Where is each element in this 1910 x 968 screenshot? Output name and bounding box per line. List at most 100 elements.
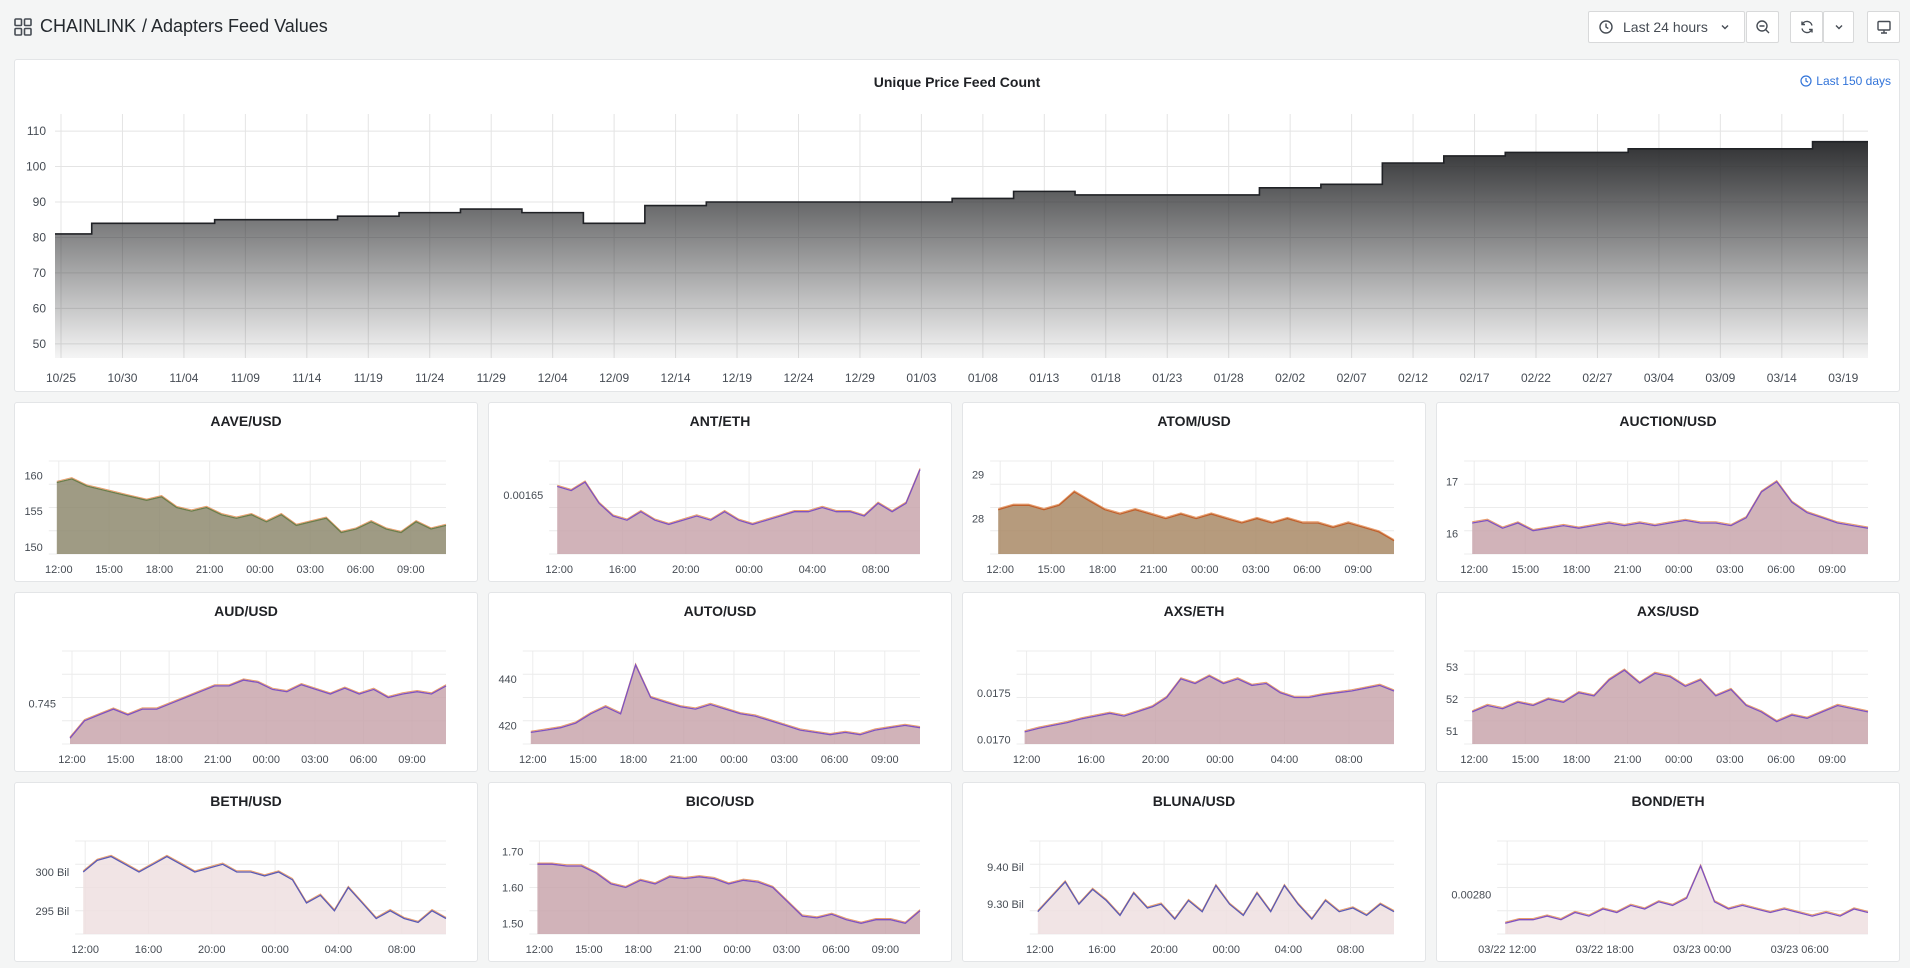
dashboards-grid-icon[interactable] (14, 18, 32, 36)
series-area (70, 680, 446, 744)
panel-title[interactable]: BETH/USD (210, 793, 282, 809)
x-tick-label: 12:00 (1460, 564, 1488, 576)
panel-title[interactable]: AUD/USD (214, 603, 278, 619)
zoom-out-button[interactable] (1746, 11, 1779, 43)
time-range-picker[interactable]: Last 24 hours (1588, 11, 1745, 43)
panel-title[interactable]: ATOM/USD (1157, 413, 1231, 429)
breadcrumb-folder[interactable]: CHAINLINK (40, 16, 137, 36)
panel-title[interactable]: BICO/USD (685, 793, 755, 809)
x-tick-label: 02/02 (1275, 371, 1305, 385)
x-tick-label: 01/23 (1152, 371, 1182, 385)
x-tick-label: 03:00 (296, 564, 324, 576)
panel-chart[interactable]: 150 155 160 12:00 15:00 18:00 21:00 00:00 03:00 0… (15, 403, 478, 582)
panel-chart[interactable]: 9.30 Bil 9.40 Bil 12:00 16:00 20:00 00:00 04:0… (963, 783, 1426, 962)
zoom-out-icon (1755, 20, 1769, 34)
time-range-label: Last 24 hours (1623, 19, 1708, 35)
panel-axs-usd: AXS/USD 51 52 53 12:00 15:00 18:00 21:00 00:00 03… (1436, 592, 1900, 772)
y-tick-label: 28 (972, 514, 984, 526)
x-tick-label: 18:00 (146, 564, 174, 576)
x-tick-label: 18:00 (155, 754, 183, 766)
series-line-secondary (557, 468, 921, 524)
x-tick-label: 16:00 (1088, 944, 1116, 956)
refresh-button[interactable] (1790, 11, 1823, 43)
panel-chart[interactable]: 295 Bil 300 Bil 12:00 16:00 20:00 00:00 04:00 0… (15, 783, 478, 962)
tv-mode-button[interactable] (1867, 11, 1900, 43)
panel-title[interactable]: BLUNA/USD (1152, 793, 1236, 809)
x-tick-label: 12/14 (661, 371, 691, 385)
panel-title[interactable]: AUTO/USD (683, 603, 757, 619)
panel-chart[interactable]: 0.745 12:00 15:00 18:00 21:00 00:00 03:00 06:00… (15, 593, 478, 772)
series-area (1472, 670, 1868, 744)
panel-chart[interactable]: 28 29 12:00 15:00 18:00 21:00 00:00 03:00 06:00 0… (963, 403, 1426, 582)
x-tick-label: 21:00 (196, 564, 224, 576)
series-line (1472, 480, 1869, 532)
x-tick-label: 03:00 (773, 944, 801, 956)
panel-chart[interactable]: 420 440 12:00 15:00 18:00 21:00 00:00 03:00 06:0… (489, 593, 952, 772)
x-tick-label: 12:00 (526, 944, 554, 956)
y-tick-label: 300 Bil (36, 867, 70, 879)
panel-chart[interactable]: 1.50 1.60 1.70 12:00 15:00 18:00 21:00 00:00 03:… (489, 783, 952, 962)
panel-title[interactable]: AUCTION/USD (1619, 413, 1717, 429)
panel-title[interactable]: AXS/ETH (1163, 603, 1225, 619)
panel-chart[interactable]: 0.00280 03/22 12:00 03/22 18:00 03/23 00:00… (1437, 783, 1900, 962)
panel-chart[interactable]: 0.0170 0.0175 12:00 16:00 20:00 00:00 04:00 08:… (963, 593, 1426, 772)
x-tick-label: 02/17 (1460, 371, 1490, 385)
series-area (530, 665, 920, 744)
x-tick-label: 06:00 (347, 564, 375, 576)
series-line (537, 863, 921, 925)
x-tick-label: 12:00 (519, 754, 547, 766)
panel-auction-usd: AUCTION/USD 16 17 12:00 15:00 18:00 21:00 00:00… (1436, 402, 1900, 582)
x-tick-label: 00:00 (720, 754, 748, 766)
x-tick-label: 00:00 (723, 944, 751, 956)
x-tick-label: 09:00 (1344, 564, 1372, 576)
x-tick-label: 15:00 (95, 564, 123, 576)
panel-title[interactable]: ANT/ETH (689, 413, 751, 429)
x-tick-label: 09:00 (872, 944, 900, 956)
panel-title[interactable]: AXS/USD (1636, 603, 1700, 619)
panel-title[interactable]: Unique Price Feed Count (873, 74, 1041, 90)
panel-unique-price-feed-count: Unique Price Feed Count Last 150 days 50… (14, 59, 1900, 392)
x-tick-label: 08:00 (1337, 944, 1365, 956)
panel-atom-usd: ATOM/USD 28 29 12:00 15:00 18:00 21:00 00:00 03:… (962, 402, 1426, 582)
series-area (56, 478, 447, 554)
panel-chart[interactable]: 51 52 53 12:00 15:00 18:00 21:00 00:00 03:00 06:0… (1437, 593, 1900, 772)
x-tick-label: 21:00 (204, 754, 232, 766)
x-tick-label: 03/22 12:00 (1478, 944, 1536, 956)
x-tick-label: 08:00 (862, 564, 890, 576)
x-tick-label: 18:00 (1563, 564, 1591, 576)
x-tick-label: 12/29 (845, 371, 875, 385)
x-tick-label: 20:00 (198, 944, 226, 956)
y-tick-label: 160 (24, 470, 42, 482)
x-tick-label: 02/27 (1582, 371, 1612, 385)
panel-chart[interactable]: 16 17 12:00 15:00 18:00 21:00 00:00 03:00 06:00 0… (1437, 403, 1900, 582)
x-tick-label: 03:00 (1716, 564, 1744, 576)
x-tick-label: 21:00 (1140, 564, 1168, 576)
x-tick-label: 15:00 (1512, 754, 1540, 766)
refresh-interval-dropdown[interactable] (1823, 11, 1854, 43)
series-area (55, 141, 1868, 358)
main-chart[interactable]: 50 60 70 80 90 100 110 10/25 10/30 11/04 11/09 11/1… (15, 60, 1900, 392)
x-tick-label: 09:00 (398, 754, 426, 766)
x-tick-label: 21:00 (674, 944, 702, 956)
x-tick-label: 09:00 (871, 754, 899, 766)
series-line-secondary (530, 662, 921, 735)
panel-chart[interactable]: 0.00165 12:00 16:00 20:00 00:00 04:00 08:00 (489, 403, 952, 582)
panel-ant-eth: ANT/ETH 0.00165 12:00 16:00 20:00 00:00 04:00 0… (488, 402, 952, 582)
dashboard-title[interactable]: / Adapters Feed Values (142, 16, 328, 36)
x-tick-label: 18:00 (1089, 564, 1117, 576)
panel-title[interactable]: AAVE/USD (210, 413, 282, 429)
x-tick-label: 12/09 (599, 371, 629, 385)
panel-title[interactable]: BOND/ETH (1631, 793, 1705, 809)
clock-icon (1599, 20, 1613, 34)
x-tick-label: 12:00 (1026, 944, 1054, 956)
y-tick-label: 50 (33, 337, 47, 351)
y-tick-label: 60 (33, 301, 47, 315)
x-tick-label: 20:00 (672, 564, 700, 576)
panel-auto-usd: AUTO/USD 420 440 12:00 15:00 18:00 21:00 00:00 0… (488, 592, 952, 772)
refresh-icon (1800, 20, 1813, 34)
x-tick-label: 03/14 (1767, 371, 1797, 385)
y-tick-label: 1.70 (502, 847, 523, 859)
x-tick-label: 00:00 (1665, 754, 1693, 766)
x-tick-label: 06:00 (1293, 564, 1321, 576)
y-tick-label: 0.0170 (977, 734, 1011, 746)
